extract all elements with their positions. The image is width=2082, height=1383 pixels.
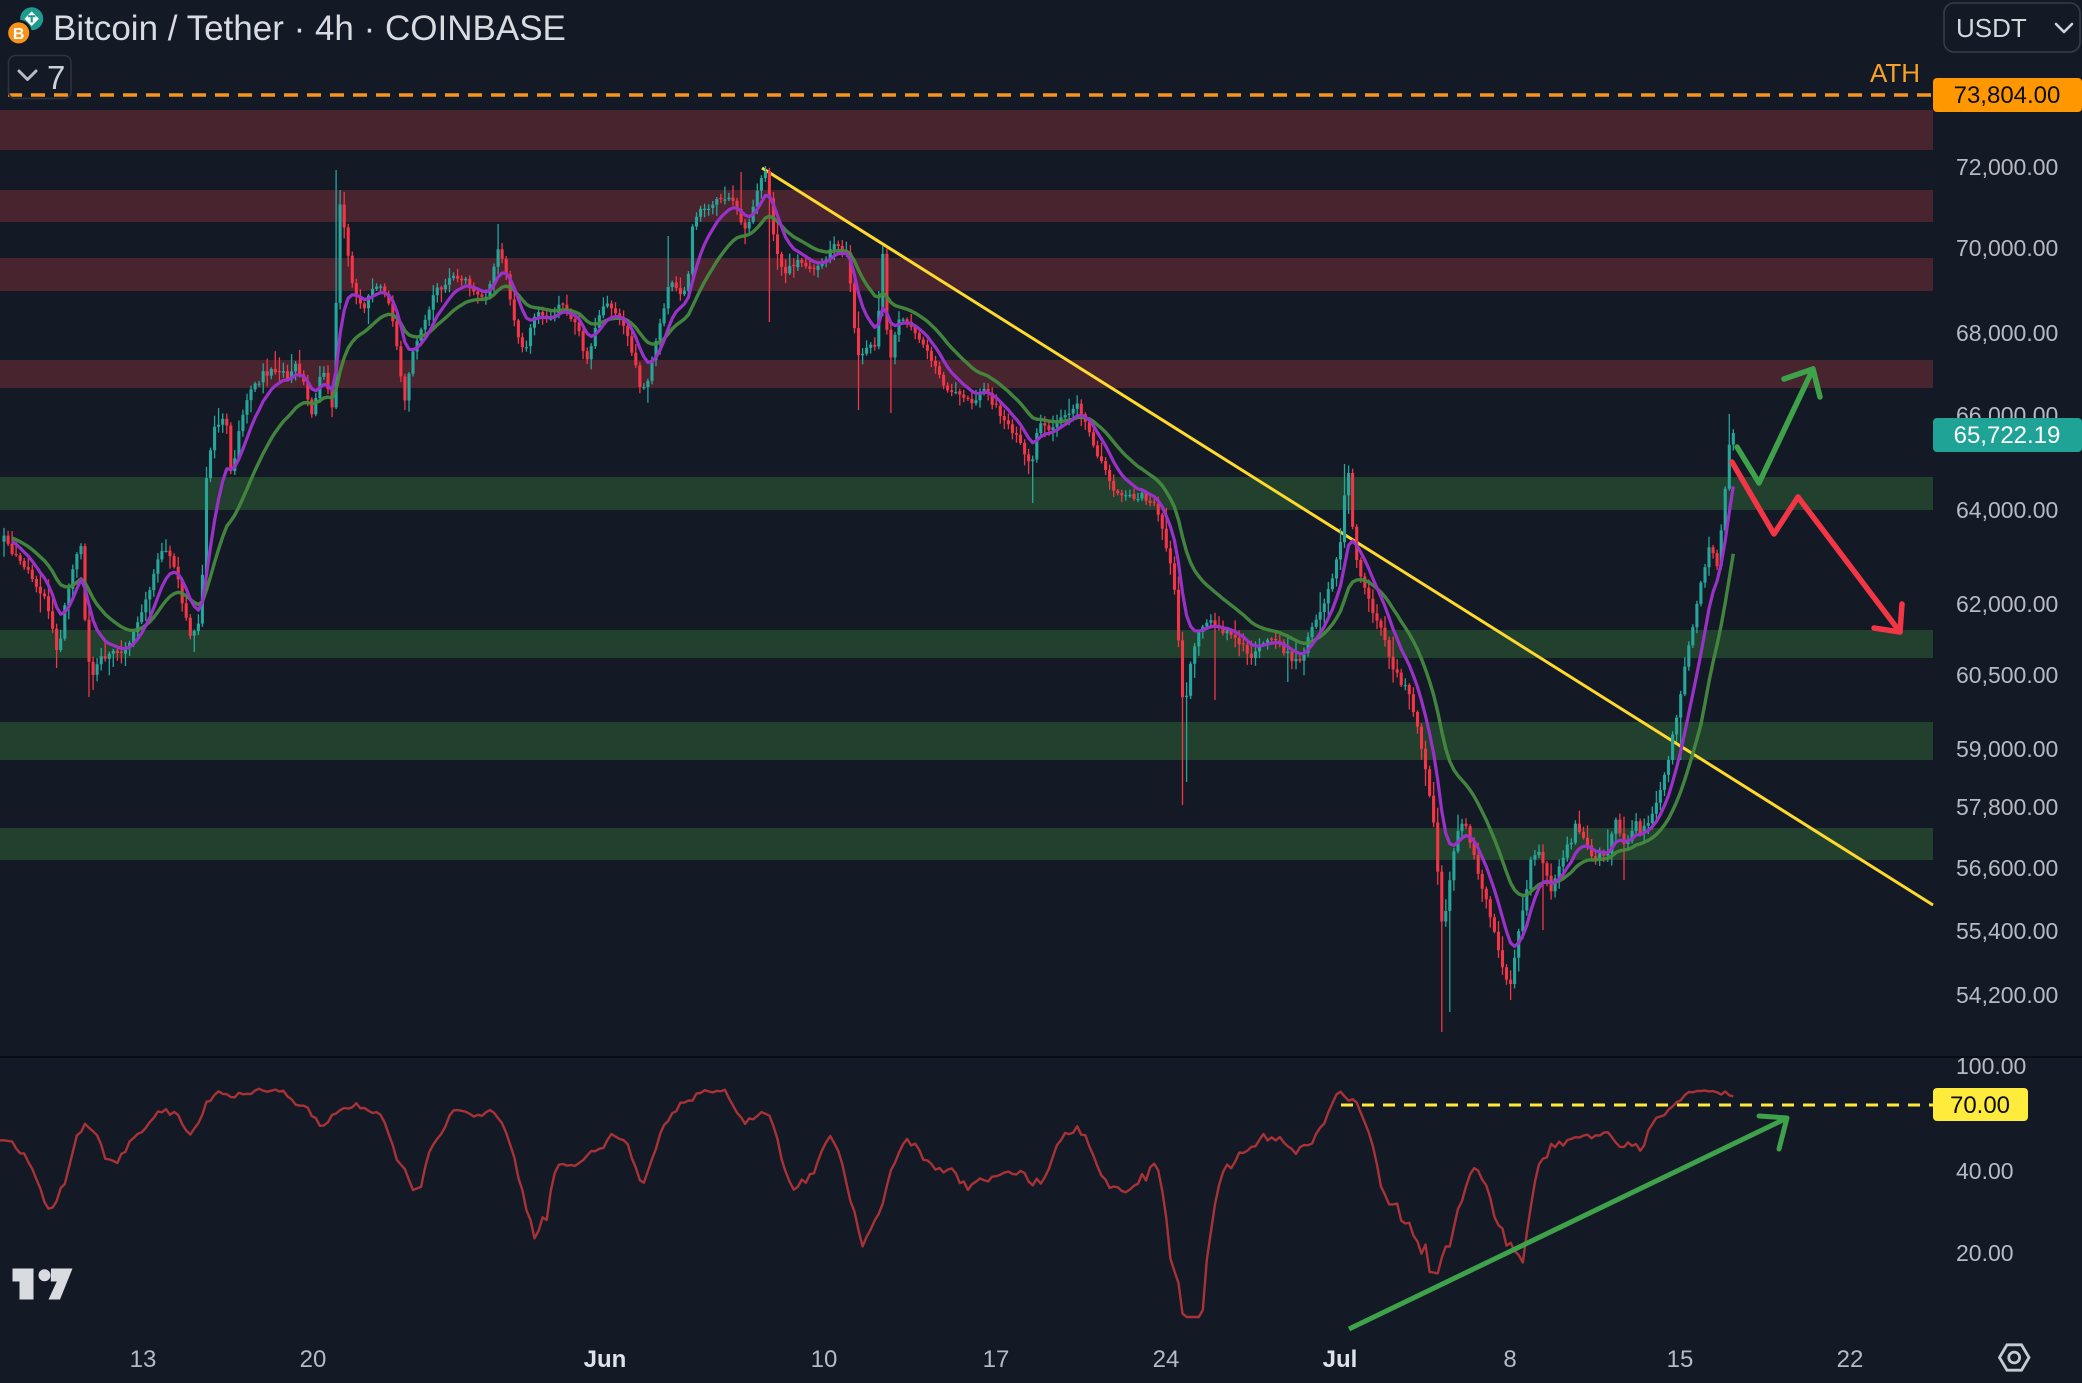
svg-text:24: 24 [1153, 1346, 1180, 1373]
svg-text:62,000.00: 62,000.00 [1956, 591, 2058, 617]
svg-text:59,000.00: 59,000.00 [1956, 736, 2058, 762]
svg-text:54,200.00: 54,200.00 [1956, 982, 2058, 1008]
svg-text:Bitcoin / Tether · 4h · COINBA: Bitcoin / Tether · 4h · COINBASE [53, 9, 566, 48]
svg-text:55,400.00: 55,400.00 [1956, 918, 2058, 944]
svg-text:B: B [13, 26, 25, 43]
svg-text:22: 22 [1837, 1346, 1864, 1373]
svg-text:64,000.00: 64,000.00 [1956, 497, 2058, 523]
svg-text:10: 10 [811, 1346, 838, 1373]
svg-text:57,800.00: 57,800.00 [1956, 794, 2058, 820]
svg-text:7: 7 [47, 59, 65, 96]
svg-text:70,000.00: 70,000.00 [1956, 235, 2058, 261]
svg-text:68,000.00: 68,000.00 [1956, 320, 2058, 346]
svg-text:17: 17 [983, 1346, 1010, 1373]
svg-text:Jun: Jun [584, 1346, 627, 1373]
svg-text:13: 13 [130, 1346, 157, 1373]
svg-text:ATH: ATH [1870, 58, 1920, 88]
svg-text:20: 20 [300, 1346, 327, 1373]
svg-text:65,722.19: 65,722.19 [1954, 422, 2061, 449]
svg-text:USDT: USDT [1956, 13, 2027, 43]
svg-text:60,500.00: 60,500.00 [1956, 662, 2058, 688]
svg-text:70.00: 70.00 [1950, 1092, 2010, 1119]
svg-text:73,804.00: 73,804.00 [1954, 82, 2061, 109]
svg-text:15: 15 [1667, 1346, 1694, 1373]
svg-text:20.00: 20.00 [1956, 1240, 2014, 1266]
svg-text:72,000.00: 72,000.00 [1956, 154, 2058, 180]
svg-text:56,600.00: 56,600.00 [1956, 855, 2058, 881]
svg-text:40.00: 40.00 [1956, 1158, 2014, 1184]
svg-text:8: 8 [1503, 1346, 1516, 1373]
svg-text:Jul: Jul [1323, 1346, 1358, 1373]
svg-text:100.00: 100.00 [1956, 1053, 2026, 1079]
